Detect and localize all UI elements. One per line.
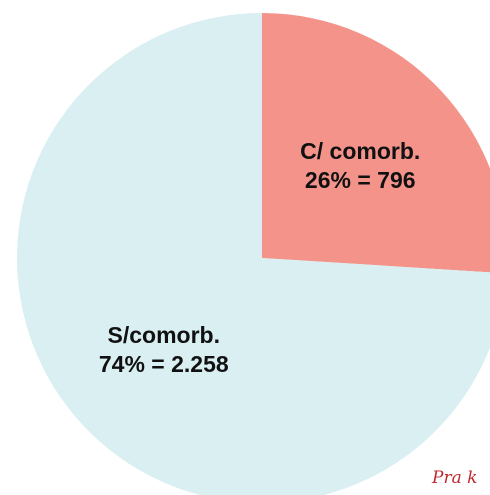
slice-label: S/comorb. 74% = 2.258	[79, 321, 249, 379]
pie-slice	[262, 13, 490, 273]
annotation: Pra k	[432, 468, 478, 488]
category-label: S/comorb.	[107, 322, 220, 349]
pie-slice	[17, 13, 490, 495]
category-label: C/ comorb.	[300, 137, 421, 164]
value-label: 26% = 796	[304, 166, 416, 193]
slice-label: C/ comorb. 26% = 796	[275, 137, 445, 195]
value-label: 74% = 2.258	[98, 351, 229, 378]
